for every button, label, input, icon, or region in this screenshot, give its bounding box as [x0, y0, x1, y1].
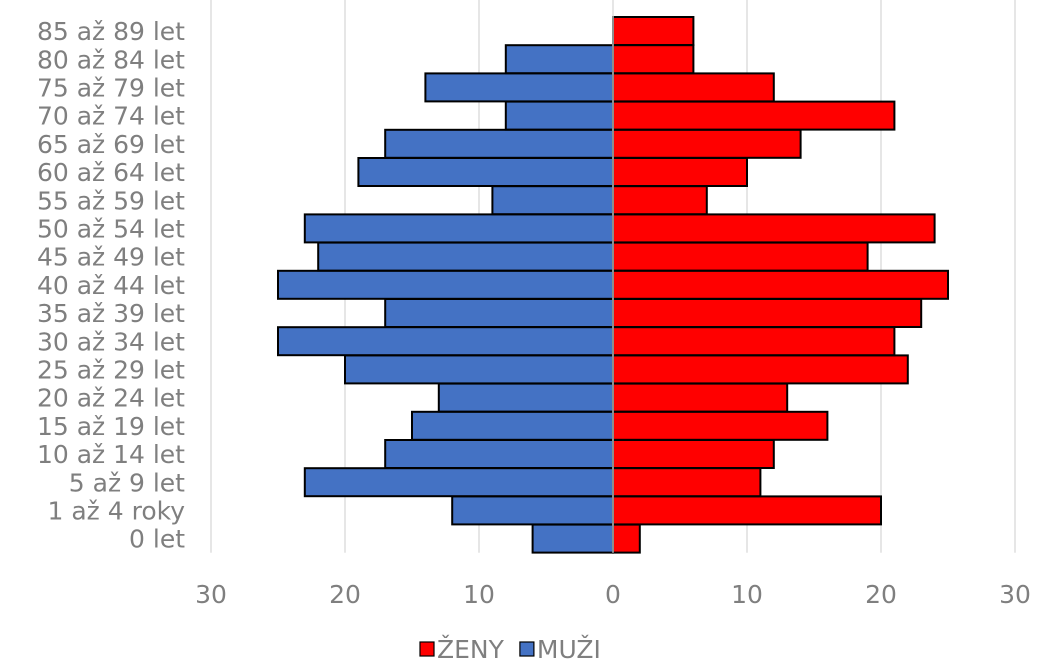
- bar-muzi: [384, 128, 615, 159]
- category-label: 55 až 59 let: [37, 186, 185, 215]
- x-tick-labels: 30 20 10 0 10 20 30: [195, 580, 1031, 609]
- bar-zeny: [612, 157, 748, 187]
- bar-muzi: [451, 495, 615, 526]
- bar-muzi: [344, 354, 614, 385]
- bar-muzi: [531, 523, 614, 554]
- bar-zeny: [612, 72, 775, 103]
- bars: [277, 16, 949, 554]
- category-label: 50 až 54 let: [37, 215, 185, 244]
- bar-zeny: [612, 16, 695, 46]
- category-label: 1 až 4 roky: [48, 497, 186, 526]
- category-label: 60 až 64 let: [37, 158, 185, 187]
- legend-swatch: [519, 641, 535, 657]
- category-label: 35 až 39 let: [37, 299, 185, 328]
- x-tick-label: 30: [999, 580, 1031, 609]
- bar-zeny: [612, 128, 802, 159]
- bar-muzi: [411, 410, 614, 441]
- category-label: 65 až 69 let: [37, 130, 185, 159]
- bar-muzi: [277, 326, 614, 357]
- bar-muzi: [504, 100, 614, 131]
- bar-zeny: [612, 410, 829, 441]
- bar-muzi: [384, 439, 615, 469]
- bar-zeny: [612, 467, 762, 498]
- x-tick-label: 20: [329, 580, 361, 609]
- bar-zeny: [612, 354, 909, 385]
- category-label: 45 až 49 let: [37, 243, 185, 272]
- category-label: 30 až 34 let: [37, 327, 185, 356]
- bar-zeny: [612, 44, 695, 75]
- bar-zeny: [612, 269, 949, 300]
- category-label: 20 až 24 let: [37, 384, 185, 413]
- legend-label: MUŽI: [537, 635, 601, 661]
- category-label: 40 až 44 let: [37, 271, 185, 300]
- bar-muzi: [384, 298, 615, 328]
- x-tick-label: 30: [195, 580, 227, 609]
- x-tick-label: 0: [605, 580, 621, 609]
- bar-zeny: [612, 495, 882, 526]
- bar-zeny: [612, 185, 708, 216]
- bar-zeny: [612, 523, 641, 554]
- bar-zeny: [612, 241, 869, 272]
- bar-zeny: [612, 439, 775, 469]
- bar-muzi: [317, 241, 614, 272]
- category-label: 70 až 74 let: [37, 102, 185, 131]
- bar-zeny: [612, 213, 936, 244]
- bar-zeny: [612, 326, 896, 357]
- bar-muzi: [303, 213, 614, 244]
- bar-muzi: [303, 467, 614, 498]
- bar-zeny: [612, 100, 896, 131]
- legend-label: ŽENY: [437, 635, 505, 661]
- legend-swatch: [419, 641, 435, 657]
- bar-muzi: [357, 157, 614, 187]
- bar-muzi: [504, 44, 614, 75]
- legend: ŽENY MUŽI: [419, 635, 601, 661]
- bar-muzi: [491, 185, 614, 216]
- bar-muzi: [424, 72, 614, 103]
- category-label: 10 až 14 let: [37, 440, 185, 469]
- category-label: 75 až 79 let: [37, 74, 185, 103]
- bar-zeny: [612, 382, 789, 413]
- x-tick-label: 20: [865, 580, 897, 609]
- bar-zeny: [612, 298, 923, 328]
- category-label: 25 až 29 let: [37, 356, 185, 385]
- bar-muzi: [277, 269, 614, 300]
- category-label: 0 let: [129, 525, 185, 554]
- category-label: 15 až 19 let: [37, 412, 185, 441]
- category-label: 80 až 84 let: [37, 45, 185, 74]
- bar-muzi: [437, 382, 614, 413]
- category-label: 85 až 89 let: [37, 17, 185, 46]
- x-tick-label: 10: [463, 580, 495, 609]
- category-label: 5 až 9 let: [69, 468, 185, 497]
- x-tick-label: 10: [731, 580, 763, 609]
